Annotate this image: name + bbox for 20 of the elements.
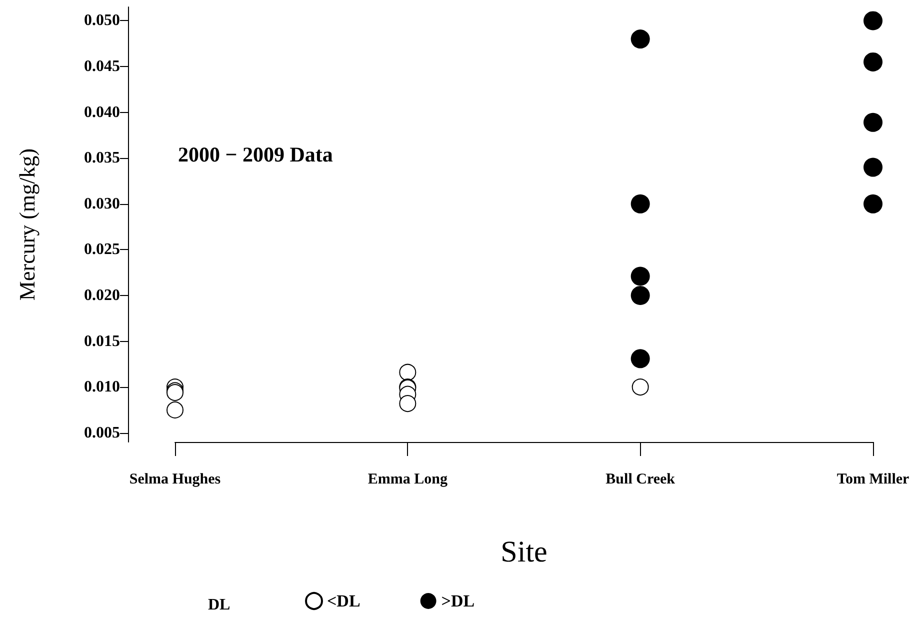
y-tick-label: 0.035 xyxy=(84,150,120,167)
y-tick-label: 0.030 xyxy=(84,195,120,212)
y-tick-label: 0.020 xyxy=(84,286,120,304)
legend-label: <DL xyxy=(327,592,360,610)
y-tick-label: 0.015 xyxy=(84,332,120,350)
x-tick-label: Tom Miller xyxy=(836,472,910,488)
y-tick-label: 0.005 xyxy=(84,424,120,442)
x-tick-label: Emma Long xyxy=(368,472,448,488)
legend-label: >DL xyxy=(441,592,475,610)
y-tick-label: 0.025 xyxy=(84,241,120,258)
legend-title: DL xyxy=(208,596,230,614)
x-tick-label: Bull Creek xyxy=(606,472,676,488)
y-tick-label: 0.010 xyxy=(84,378,120,396)
annotation: 2000 − 2009 Data xyxy=(178,142,334,166)
x-axis-title: Site xyxy=(500,536,548,568)
x-tick-label: Selma Hughes xyxy=(129,472,221,488)
y-tick-label: 0.045 xyxy=(84,58,120,76)
y-tick-label: 0.050 xyxy=(84,12,120,30)
y-axis-title: Mercury (mg/kg) xyxy=(14,148,40,301)
y-tick-label: 0.040 xyxy=(84,104,120,121)
